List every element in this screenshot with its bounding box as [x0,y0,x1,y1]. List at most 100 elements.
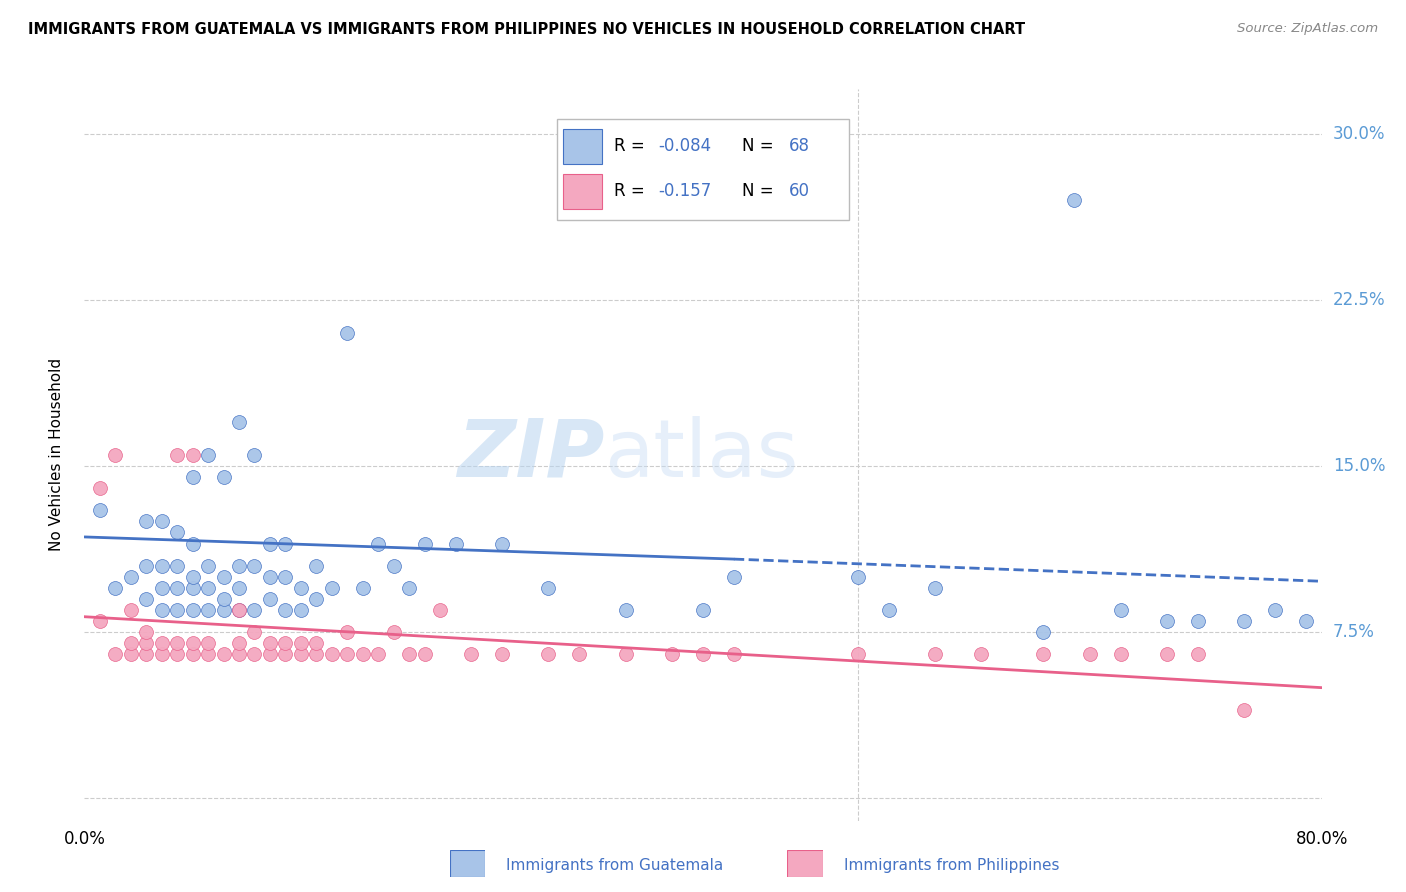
Point [352,648,374,662]
Point [305,648,328,662]
Point [1156,614,1178,628]
Point [305,592,328,607]
Point [1233,614,1256,628]
Point [135,558,157,573]
Point [259,648,281,662]
Point [614,648,637,662]
Point [382,558,405,573]
Point [212,470,235,484]
Point [1295,614,1317,628]
Point [336,648,359,662]
Point [1032,648,1054,662]
Point [181,603,204,617]
Point [846,648,869,662]
Point [274,636,297,650]
Point [290,603,312,617]
Point [120,648,142,662]
Point [692,648,714,662]
Point [846,570,869,584]
Point [243,625,266,640]
Text: atlas: atlas [605,416,799,494]
Text: 60: 60 [789,182,810,200]
Point [228,636,250,650]
Point [150,603,173,617]
Point [305,636,328,650]
Point [228,603,250,617]
Point [135,515,157,529]
Point [290,581,312,595]
Point [924,581,946,595]
Point [290,636,312,650]
Point [150,636,173,650]
Point [228,648,250,662]
Point [1078,648,1101,662]
Point [413,536,436,550]
Point [120,570,142,584]
Point [212,603,235,617]
Point [150,558,173,573]
Point [970,648,993,662]
Point [1187,614,1209,628]
Point [661,648,683,662]
Point [568,648,591,662]
Point [181,581,204,595]
Point [166,648,188,662]
Point [166,525,188,540]
Point [120,636,142,650]
Text: 68: 68 [789,137,810,155]
Point [104,648,127,662]
Point [166,448,188,462]
Text: N =: N = [741,137,779,155]
Point [259,636,281,650]
Point [398,581,420,595]
Point [1109,648,1132,662]
Point [692,603,714,617]
FancyBboxPatch shape [564,128,602,163]
Point [166,603,188,617]
Point [212,570,235,584]
Point [228,603,250,617]
Point [367,536,389,550]
Point [274,536,297,550]
Point [181,636,204,650]
Point [243,603,266,617]
Point [197,603,219,617]
Point [1264,603,1286,617]
Point [150,515,173,529]
Point [429,603,451,617]
Point [197,558,219,573]
Point [89,481,111,495]
Point [120,603,142,617]
Text: Source: ZipAtlas.com: Source: ZipAtlas.com [1237,22,1378,36]
Point [197,581,219,595]
Point [228,558,250,573]
FancyBboxPatch shape [558,120,848,219]
Point [1233,703,1256,717]
Point [537,648,560,662]
Point [197,448,219,462]
Point [104,448,127,462]
Point [1187,648,1209,662]
Point [135,648,157,662]
Point [89,503,111,517]
Point [166,558,188,573]
Text: N =: N = [741,182,779,200]
Point [336,326,359,340]
Point [877,603,900,617]
Text: Immigrants from Philippines: Immigrants from Philippines [844,858,1059,872]
Point [181,448,204,462]
Point [1109,603,1132,617]
Point [259,536,281,550]
FancyBboxPatch shape [787,850,823,877]
Point [228,415,250,429]
Point [491,648,513,662]
Point [274,603,297,617]
Text: 7.5%: 7.5% [1333,624,1375,641]
Point [166,581,188,595]
Point [259,570,281,584]
Text: Immigrants from Guatemala: Immigrants from Guatemala [506,858,724,872]
Point [259,592,281,607]
Point [228,581,250,595]
Text: 15.0%: 15.0% [1333,457,1385,475]
Text: R =: R = [614,137,650,155]
